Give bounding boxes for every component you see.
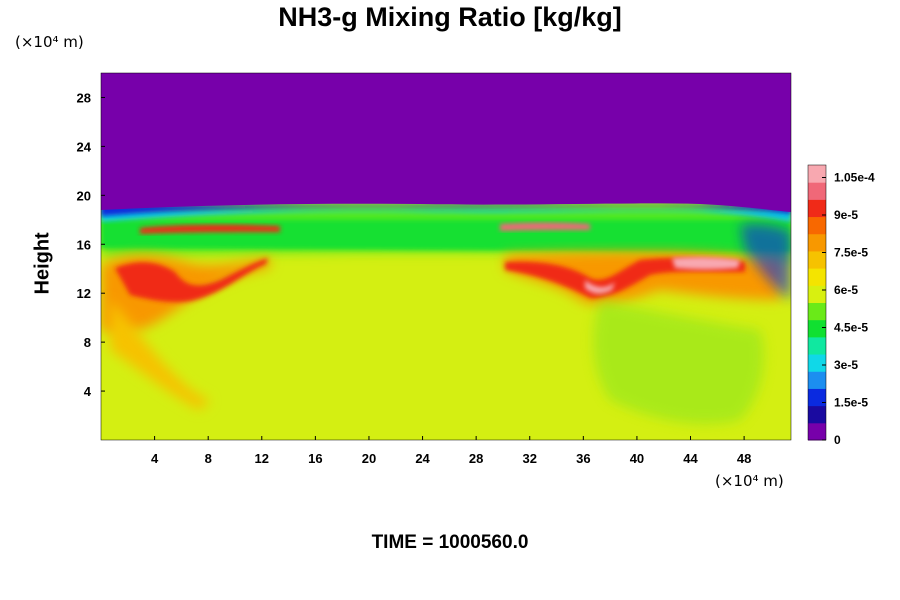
y-axis-unit: (×10⁴ m): [15, 33, 84, 51]
colorbar-segment: [808, 319, 826, 338]
colorbar-segment: [808, 250, 826, 269]
x-tick-label: 4: [151, 451, 159, 466]
time-label: TIME = 1000560.0: [371, 532, 529, 553]
colorbar-segment: [808, 199, 826, 218]
y-tick-label: 4: [84, 384, 92, 399]
colorbar: 0 1.5e-5 3e-5 4.5e-5 6e-5 7.5e-5 9e-5 1.05e-4: [807, 164, 875, 447]
y-tick-label: 12: [77, 286, 91, 301]
feature-right-green: [593, 300, 764, 424]
y-tick-label: 20: [77, 188, 91, 203]
x-tick-label: 24: [415, 451, 430, 466]
feature-right-pink: [672, 256, 740, 270]
feature-streak-left: [140, 224, 280, 234]
x-axis: 4 8 12 16 20 24 28 32 36 40 44 48: [151, 436, 751, 466]
colorbar-label: 3e-5: [834, 358, 858, 372]
chart-title: NH3-g Mixing Ratio [kg/kg]: [278, 2, 622, 32]
x-tick-label: 40: [630, 451, 644, 466]
colorbar-segment: [808, 371, 826, 389]
y-tick-label: 8: [84, 335, 91, 350]
x-tick-label: 20: [362, 451, 376, 466]
feature-left-lower: [110, 300, 210, 410]
colorbar-segment: [808, 302, 826, 321]
colorbar-label: 7.5e-5: [834, 246, 868, 260]
colorbar-segment: [808, 216, 826, 235]
x-tick-label: 36: [576, 451, 590, 466]
feature-right-blue: [740, 223, 791, 300]
colorbar-label: 1.05e-4: [834, 171, 875, 185]
x-tick-label: 32: [523, 451, 537, 466]
x-tick-label: 44: [683, 451, 698, 466]
feature-left-red: [115, 258, 268, 303]
x-tick-label: 16: [308, 451, 322, 466]
colorbar-segment: [808, 422, 826, 441]
y-axis: 4 8 12 16 20 24 28: [77, 90, 105, 399]
colorbar-segment: [808, 285, 826, 303]
feature-right-pink-2: [585, 280, 615, 294]
colorbar-segment: [808, 336, 826, 355]
colorbar-segment: [808, 268, 826, 286]
colorbar-label: 9e-5: [834, 208, 858, 222]
x-tick-label: 8: [205, 451, 212, 466]
y-tick-label: 28: [77, 90, 91, 105]
x-tick-label: 28: [469, 451, 483, 466]
colorbar-label: 1.5e-5: [834, 396, 868, 410]
colorbar-label: 0: [834, 433, 841, 447]
x-tick-label: 48: [737, 451, 751, 466]
y-tick-label: 16: [77, 237, 91, 252]
colorbar-segment: [808, 233, 826, 252]
colorbar-label: 4.5e-5: [834, 321, 868, 335]
colorbar-segment: [808, 354, 826, 372]
region-upper: [101, 73, 791, 212]
plot-frame: [100, 72, 792, 441]
colorbar-frame: [807, 164, 827, 441]
colorbar-segment: [808, 182, 826, 200]
y-tick-label: 24: [77, 139, 92, 154]
x-tick-label: 12: [255, 451, 269, 466]
colorbar-segment: [808, 405, 826, 424]
colorbar-label: 6e-5: [834, 283, 858, 297]
x-axis-unit: (×10⁴ m): [715, 472, 784, 490]
feature-streak-mid: [500, 222, 590, 231]
colorbar-segment: [808, 165, 826, 183]
colorbar-segment: [808, 388, 826, 407]
heatmap-field: [101, 73, 791, 440]
